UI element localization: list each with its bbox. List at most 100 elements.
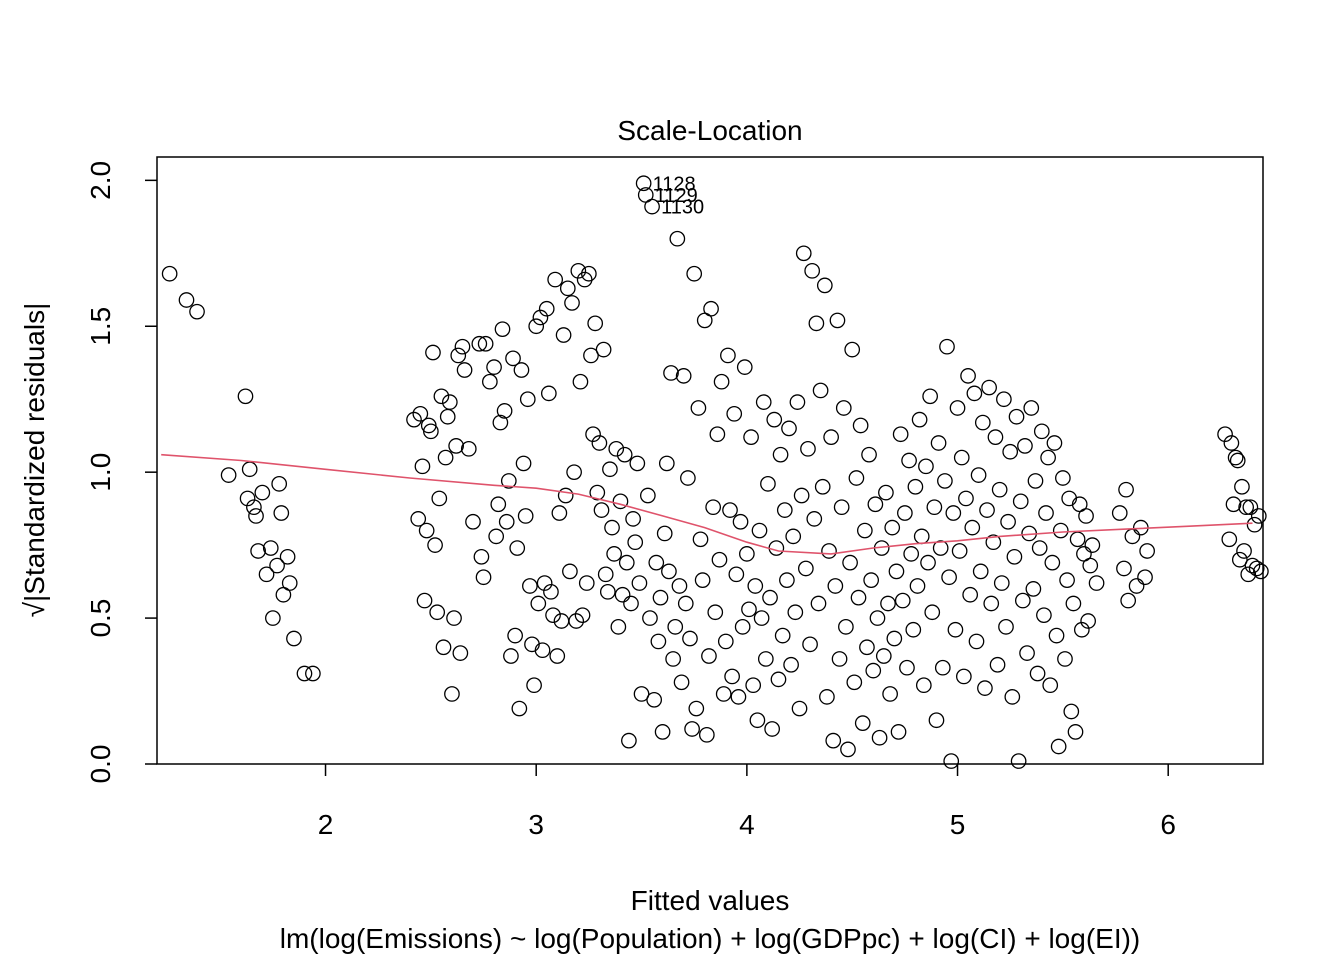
data-point — [1044, 554, 1061, 571]
data-point — [492, 414, 509, 431]
data-point — [755, 394, 772, 410]
data-point — [648, 554, 665, 571]
data-point — [888, 563, 905, 580]
data-point — [709, 426, 726, 443]
data-point — [557, 487, 574, 504]
data-point — [905, 621, 922, 638]
data-point — [644, 198, 660, 215]
data-point — [996, 391, 1012, 408]
data-point — [814, 478, 831, 495]
data-point — [1027, 473, 1044, 489]
data-point — [890, 724, 907, 740]
data-point — [591, 435, 608, 451]
data-point — [861, 446, 877, 463]
data-point — [496, 403, 513, 419]
data-point — [922, 388, 938, 405]
data-point — [743, 429, 759, 446]
data-point — [581, 265, 597, 282]
data-point — [1038, 505, 1054, 521]
data-point — [800, 440, 816, 457]
data-point — [490, 496, 507, 513]
data-point — [1067, 724, 1084, 740]
data-point — [441, 394, 458, 410]
data-point — [551, 505, 568, 521]
data-point — [812, 382, 829, 399]
data-point — [572, 373, 589, 390]
data-point — [819, 689, 835, 705]
data-point — [808, 315, 825, 332]
data-point — [286, 630, 302, 647]
data-point — [941, 569, 957, 586]
data-point — [1236, 543, 1252, 559]
data-point — [652, 589, 669, 606]
data-point — [949, 400, 966, 416]
data-point — [842, 554, 858, 571]
data-point — [650, 633, 667, 650]
data-point — [907, 478, 924, 495]
data-point — [595, 341, 612, 358]
data-point — [439, 408, 456, 425]
data-point — [1225, 496, 1242, 513]
data-point — [589, 484, 606, 501]
data-point — [747, 578, 764, 594]
data-point — [705, 499, 722, 516]
data-point — [547, 271, 564, 288]
data-point — [726, 405, 743, 422]
data-point — [707, 604, 724, 621]
data-point — [831, 651, 848, 667]
data-point — [829, 312, 846, 329]
data-point — [616, 446, 633, 463]
data-point — [964, 519, 981, 536]
data-point — [477, 335, 494, 352]
data-point — [901, 452, 917, 469]
data-point — [1238, 499, 1254, 516]
y-tick-label: 0.5 — [85, 599, 116, 638]
data-point — [930, 435, 947, 451]
data-point — [429, 604, 446, 621]
data-point — [825, 732, 842, 749]
data-point — [431, 490, 448, 507]
x-tick-label: 3 — [528, 809, 544, 840]
data-point — [608, 440, 625, 457]
data-point — [511, 700, 528, 717]
data-point — [513, 362, 530, 378]
data-point — [1055, 470, 1071, 486]
y-tick-label: 0.0 — [85, 745, 116, 784]
data-point — [682, 630, 698, 647]
data-point — [785, 528, 802, 545]
data-point — [732, 513, 749, 530]
data-point — [633, 686, 650, 702]
data-point — [305, 665, 321, 682]
data-point — [427, 537, 443, 553]
y-axis-label: √|Standardized residuals| — [19, 303, 50, 618]
data-point — [1227, 449, 1244, 466]
plot-frame — [156, 156, 1264, 765]
data-point — [526, 677, 542, 694]
data-point — [1223, 435, 1240, 451]
data-point — [433, 388, 450, 405]
data-point — [757, 651, 774, 667]
data-point — [658, 455, 675, 472]
data-point — [863, 572, 880, 588]
data-point — [698, 726, 715, 743]
data-point — [460, 440, 477, 457]
data-point — [850, 589, 867, 606]
data-point — [960, 368, 976, 384]
data-point — [494, 321, 511, 338]
data-point — [515, 455, 532, 472]
data-point — [536, 575, 553, 591]
data-point — [804, 262, 821, 279]
data-point — [549, 648, 566, 664]
data-point — [1229, 452, 1246, 469]
data-point — [1221, 531, 1238, 548]
data-point — [981, 379, 997, 396]
data-point — [1006, 548, 1023, 565]
data-point — [772, 446, 789, 463]
data-point — [482, 373, 498, 390]
data-point — [543, 583, 559, 600]
data-point — [970, 467, 987, 483]
data-point — [1116, 560, 1132, 577]
data-point — [779, 572, 795, 588]
data-point — [766, 411, 783, 428]
